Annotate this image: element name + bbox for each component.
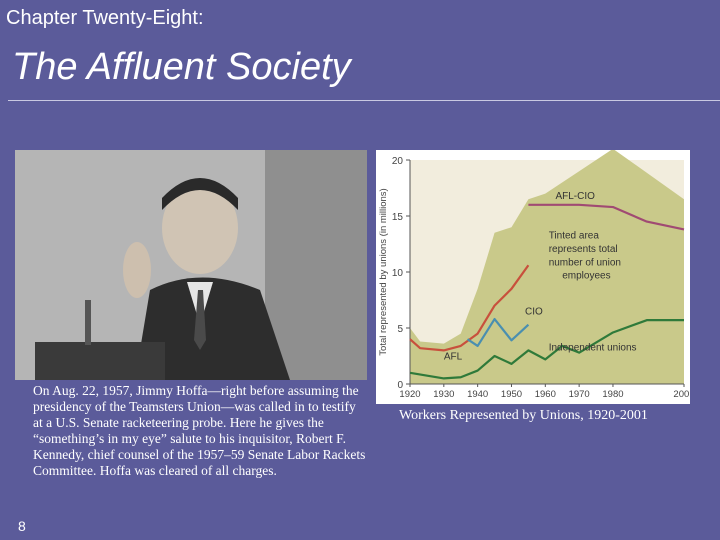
chart-annotation: Tinted area [549, 230, 600, 241]
portrait-hand [123, 242, 151, 298]
x-tick-label: 2001 [673, 389, 690, 400]
portrait-head [162, 182, 238, 274]
series-line-independent-unions [409, 319, 684, 380]
union-chart-svg: 0 5 10 15 20 1920 1930 1940 1950 1960 1970 1980 2001… [378, 148, 695, 400]
portrait-desk [35, 342, 165, 380]
x-tick-label: 1930 [433, 389, 454, 400]
x-tick-label: 1940 [467, 389, 488, 400]
y-tick-label: 15 [392, 212, 404, 223]
x-tick-label: 1950 [501, 389, 522, 400]
portrait-hair [162, 178, 238, 210]
y-tick-label: 0 [397, 380, 403, 391]
portrait-suit [135, 277, 290, 380]
photo-caption: On Aug. 22, 1957, Jimmy Hoffa—right befo… [33, 383, 368, 479]
photo-caption-text: On Aug. 22, 1957, Jimmy Hoffa—right befo… [33, 383, 366, 478]
y-tick-label: 10 [392, 268, 404, 279]
x-tick-label: 1920 [399, 389, 420, 400]
chart-annotation: represents total [549, 244, 618, 255]
x-tick-label: 1960 [535, 389, 556, 400]
chart-annotation: CIO [525, 307, 543, 318]
y-tick-label: 5 [397, 324, 403, 335]
photo-background-shade [265, 150, 367, 380]
chart-annotation: AFL-CIO [555, 191, 595, 202]
chart-annotation: number of union [549, 257, 621, 268]
x-tick-label: 1970 [569, 389, 590, 400]
series-line-afl-cio [528, 203, 685, 231]
x-tick-label: 1980 [602, 389, 623, 400]
portrait-microphone [85, 300, 91, 345]
y-axis-label: Total represented by unions (in millions… [378, 188, 389, 355]
series-line-cio [466, 317, 530, 348]
title-divider [8, 100, 720, 101]
slide-title: The Affluent Society [12, 46, 351, 88]
chart-annotation: employees [562, 271, 610, 282]
chart-annotation: Independent unions [549, 342, 637, 353]
portrait-tie [194, 290, 206, 350]
page-number: 8 [18, 518, 26, 534]
chapter-label: Chapter Twenty-Eight: [6, 7, 204, 29]
photo-illustration [15, 150, 367, 380]
hoffa-photo [15, 150, 367, 380]
union-chart: 0 5 10 15 20 1920 1930 1940 1950 1960 1970 1980 2001… [376, 148, 695, 404]
chart-caption: Workers Represented by Unions, 1920-2001 [399, 408, 648, 423]
y-tick-label: 20 [392, 156, 404, 167]
chart-annotation: AFL [444, 351, 463, 362]
